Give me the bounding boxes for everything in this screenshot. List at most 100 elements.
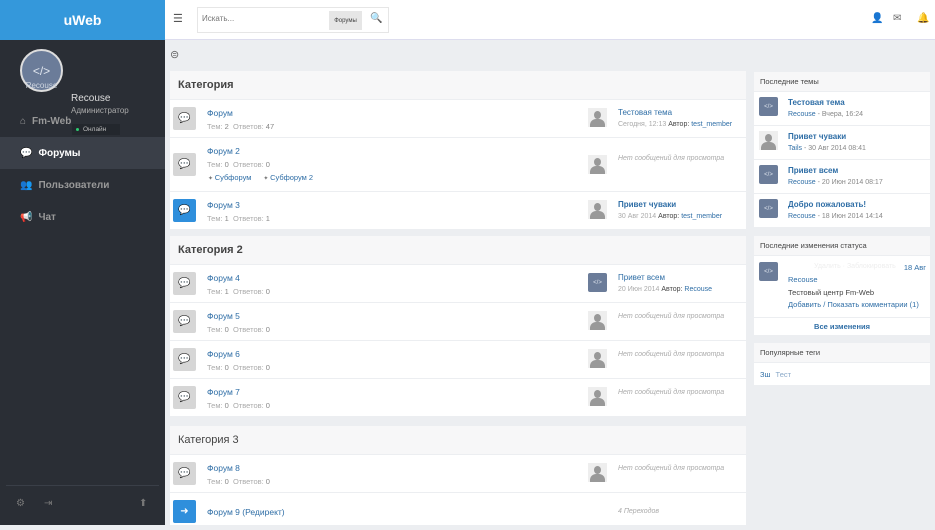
last-topic-link[interactable]: Тестовая тема	[618, 108, 673, 117]
user-role: Администратор	[71, 106, 129, 115]
avatar	[588, 463, 607, 482]
forum-link[interactable]: Форум 7	[207, 387, 240, 397]
avatar[interactable]: </>	[588, 273, 607, 292]
tag-link[interactable]: Зш	[760, 370, 771, 379]
topic-link[interactable]: Привет всем	[788, 166, 839, 175]
forum-row: 💬 Форум 4 Тем: 1 Ответов: 0 </> Привет в…	[170, 264, 746, 302]
forum-link[interactable]: Форум 2	[207, 146, 240, 156]
category-panel: Категория 💬 Форум Тем: 2 Ответов: 47 Тес…	[170, 71, 746, 229]
list-item: </> Тестовая тема Recouse - Вчера, 16:24	[754, 91, 930, 125]
tag-link[interactable]: Тест	[775, 370, 792, 379]
topic-link[interactable]: Тестовая тема	[788, 98, 845, 107]
author-link[interactable]: test_member	[691, 121, 733, 128]
avatar	[588, 311, 607, 330]
bell-icon[interactable]: 🔔	[917, 13, 930, 24]
author-link[interactable]: test_member	[681, 213, 723, 220]
forum-link[interactable]: Форум 6	[207, 349, 240, 359]
topic-link[interactable]: Привет чуваки	[788, 132, 847, 141]
avatar[interactable]: </>	[759, 262, 778, 281]
avatar[interactable]: </>	[759, 97, 778, 116]
last-topic-link[interactable]: Привет чуваки	[618, 200, 677, 209]
envelope-icon[interactable]: ✉	[893, 13, 902, 24]
topic-link[interactable]: Добро пожаловать!	[788, 200, 867, 209]
author-link[interactable]: Recouse	[788, 179, 816, 186]
category-panel: Категория 2 💬 Форум 4 Тем: 1 Ответов: 0 …	[170, 236, 746, 416]
author-link[interactable]: Recouse	[788, 213, 816, 220]
recent-topics-panel: Последние темы </> Тестовая тема Recouse -…	[754, 72, 930, 227]
last-post-meta: Сегодня, 12:13 Автор: test_member	[618, 121, 733, 128]
forum-icon: 💬	[173, 199, 196, 222]
menu-icon[interactable]: ☰	[173, 13, 183, 25]
avatar[interactable]: </> Recouse	[20, 49, 63, 92]
category-title: Категория 2	[170, 236, 746, 264]
no-posts-text: Нет сообщений для просмотра	[618, 389, 725, 396]
comments-link[interactable]: Добавить / Показать комментарии (1)	[788, 300, 919, 309]
gear-icon[interactable]: ⚙	[16, 498, 25, 509]
forum-stats: Тем: 2 Ответов: 47	[207, 122, 275, 131]
subforum-link[interactable]: Субфорум 2	[263, 173, 313, 182]
avatar	[588, 155, 607, 174]
sidebar-item-fm-web[interactable]: ⌂ Fm-Web	[20, 115, 72, 127]
author-link[interactable]: Recouse	[684, 286, 713, 293]
subforum-list: Субфорум Субфорум 2	[208, 173, 313, 182]
online-dot-icon	[76, 128, 79, 131]
forum-link[interactable]: Форум	[207, 108, 233, 118]
search-box: Форумы 🔍	[197, 7, 389, 33]
author-link[interactable]: Tails	[788, 145, 803, 152]
avatar[interactable]: </>	[759, 165, 778, 184]
forum-link[interactable]: Форум 3	[207, 200, 240, 210]
status-date: 18 Авг	[903, 263, 926, 272]
search-icon[interactable]: 🔍	[370, 13, 383, 24]
forum-row: 💬 Форум Тем: 2 Ответов: 47 Тестовая тема…	[170, 99, 746, 137]
avatar[interactable]: </>	[759, 199, 778, 218]
forum-link[interactable]: Форум 8	[207, 463, 240, 473]
forum-icon: 💬	[173, 462, 196, 485]
sidebar-item-users[interactable]: 👥 Пользователи	[20, 179, 110, 191]
status-updates-panel: Последние изменения статуса </> Удалить …	[754, 236, 930, 335]
forum-link[interactable]: Форум 4	[207, 273, 240, 283]
author-link[interactable]: Recouse	[788, 275, 818, 284]
status-text: Тестовый центр Fm-Web	[788, 288, 875, 297]
all-changes-link[interactable]: Все изменения	[754, 317, 930, 335]
forum-stats: Тем: 0 Ответов: 0	[207, 363, 270, 372]
avatar[interactable]	[588, 108, 607, 127]
status-actions[interactable]: Удалить · Заблокировать	[814, 263, 896, 270]
popular-tags-panel: Популярные теги Зш Тест	[754, 343, 930, 385]
sidebar-nav: ⌂ Fm-Web 💬 Форумы 👥 Пользователи 📢 Чат	[0, 105, 165, 233]
category-panel: Категория 3 💬 Форум 8 Тем: 0 Ответов: 0 …	[170, 426, 746, 525]
search-scope-button[interactable]: Форумы	[329, 11, 362, 30]
no-posts-text: Нет сообщений для просмотра	[618, 155, 725, 162]
list-item: </> Привет всем Recouse - 20 Июн 2014 08:1…	[754, 159, 930, 193]
users-icon: 👥	[20, 179, 33, 191]
bullhorn-icon: 📢	[20, 211, 33, 223]
user-icon[interactable]: 👤	[871, 13, 884, 24]
arrow-up-icon[interactable]: ⬆	[139, 498, 148, 509]
no-posts-text: Нет сообщений для просмотра	[618, 465, 725, 472]
avatar[interactable]	[759, 131, 778, 150]
avatar	[588, 349, 607, 368]
sidebar-item-chat[interactable]: 📢 Чат	[20, 211, 56, 223]
sidebar-footer: ⚙ ⇥ ⬆	[6, 485, 159, 525]
status-item: </> Удалить · Заблокировать 18 Авг Recou…	[754, 255, 930, 317]
globe-icon[interactable]: ⊜	[170, 49, 180, 61]
panel-title: Популярные теги	[754, 343, 930, 362]
search-input[interactable]	[202, 14, 322, 23]
last-topic-link[interactable]: Привет всем	[618, 273, 666, 282]
subforum-link[interactable]: Субфорум	[208, 173, 252, 182]
avatar[interactable]	[588, 200, 607, 219]
logout-icon[interactable]: ⇥	[44, 498, 53, 509]
forum-stats: Тем: 0 Ответов: 0	[207, 401, 270, 410]
forum-icon: 💬	[173, 386, 196, 409]
author-link[interactable]: Recouse	[788, 111, 816, 118]
forum-link[interactable]: Форум 9 (Редирект)	[207, 507, 285, 517]
panel-title: Последние темы	[754, 72, 930, 91]
sidebar-item-forums[interactable]: 💬 Форумы	[0, 137, 165, 169]
forum-icon: 💬	[173, 310, 196, 333]
logo[interactable]: uWeb	[0, 0, 165, 40]
topbar: ☰ Форумы 🔍 👤 ✉ 🔔	[165, 0, 935, 40]
forum-link[interactable]: Форум 5	[207, 311, 240, 321]
tag-list: Зш Тест	[754, 362, 930, 386]
no-posts-text: Нет сообщений для просмотра	[618, 313, 725, 320]
user-name[interactable]: Recouse	[71, 93, 111, 104]
no-posts-text: Нет сообщений для просмотра	[618, 351, 725, 358]
